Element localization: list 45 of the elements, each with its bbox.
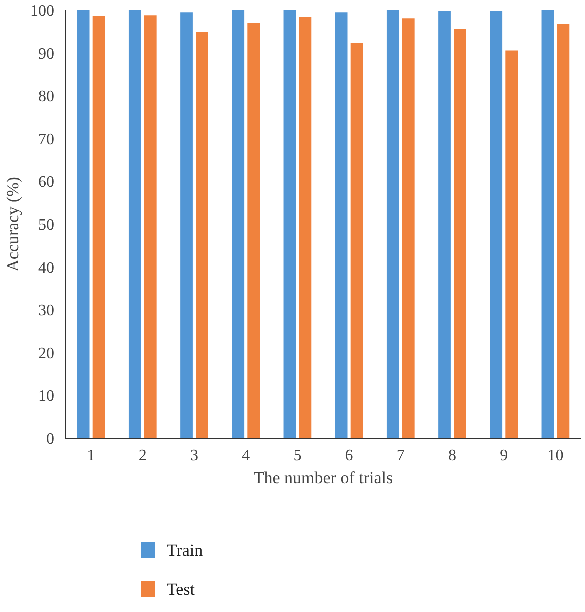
bar	[77, 10, 90, 438]
x-tick-label: 2	[138, 448, 147, 464]
bar	[180, 12, 193, 438]
y-axis-title: Accuracy (%)	[4, 177, 22, 272]
x-tick-label: 4	[242, 448, 250, 464]
bar	[92, 16, 106, 438]
x-tick-label: 9	[500, 448, 508, 464]
y-tick-label: 90	[38, 46, 54, 63]
bar	[490, 11, 503, 438]
bar	[144, 16, 157, 438]
bar	[335, 12, 348, 438]
y-tick-label: 50	[38, 217, 54, 234]
x-tick-label: 10	[548, 448, 564, 464]
bar	[350, 43, 364, 438]
x-tick-label: 1	[87, 448, 96, 464]
y-tick-label: 10	[38, 388, 54, 406]
y-tick-label: 20	[38, 345, 54, 362]
legend-label: Train	[166, 541, 204, 560]
bar	[386, 10, 400, 438]
bar	[454, 29, 466, 438]
y-tick-label: 40	[38, 260, 54, 277]
x-tick-label: 5	[294, 448, 302, 464]
y-tick-label: 100	[30, 3, 54, 20]
x-tick-label: 7	[396, 448, 405, 464]
bar	[402, 18, 415, 438]
y-tick-label: 70	[38, 131, 54, 148]
bar	[232, 10, 245, 438]
y-tick-label: 0	[46, 431, 54, 448]
bar	[506, 50, 518, 438]
y-tick-label: 60	[38, 174, 54, 192]
x-tick-label: 8	[448, 448, 456, 464]
bar	[299, 17, 312, 438]
bar	[542, 10, 554, 438]
bar	[438, 11, 451, 438]
y-tick-label: 30	[38, 302, 54, 320]
legend-label: Test	[166, 580, 196, 599]
bar	[284, 10, 296, 438]
x-tick-label: 3	[190, 448, 198, 464]
bar	[248, 23, 260, 438]
bar	[557, 24, 570, 438]
bar	[196, 32, 208, 438]
y-tick-label: 80	[38, 88, 54, 106]
bar	[128, 10, 142, 438]
x-axis-title: The number of trials	[254, 468, 394, 488]
x-tick-label: 6	[345, 448, 354, 464]
